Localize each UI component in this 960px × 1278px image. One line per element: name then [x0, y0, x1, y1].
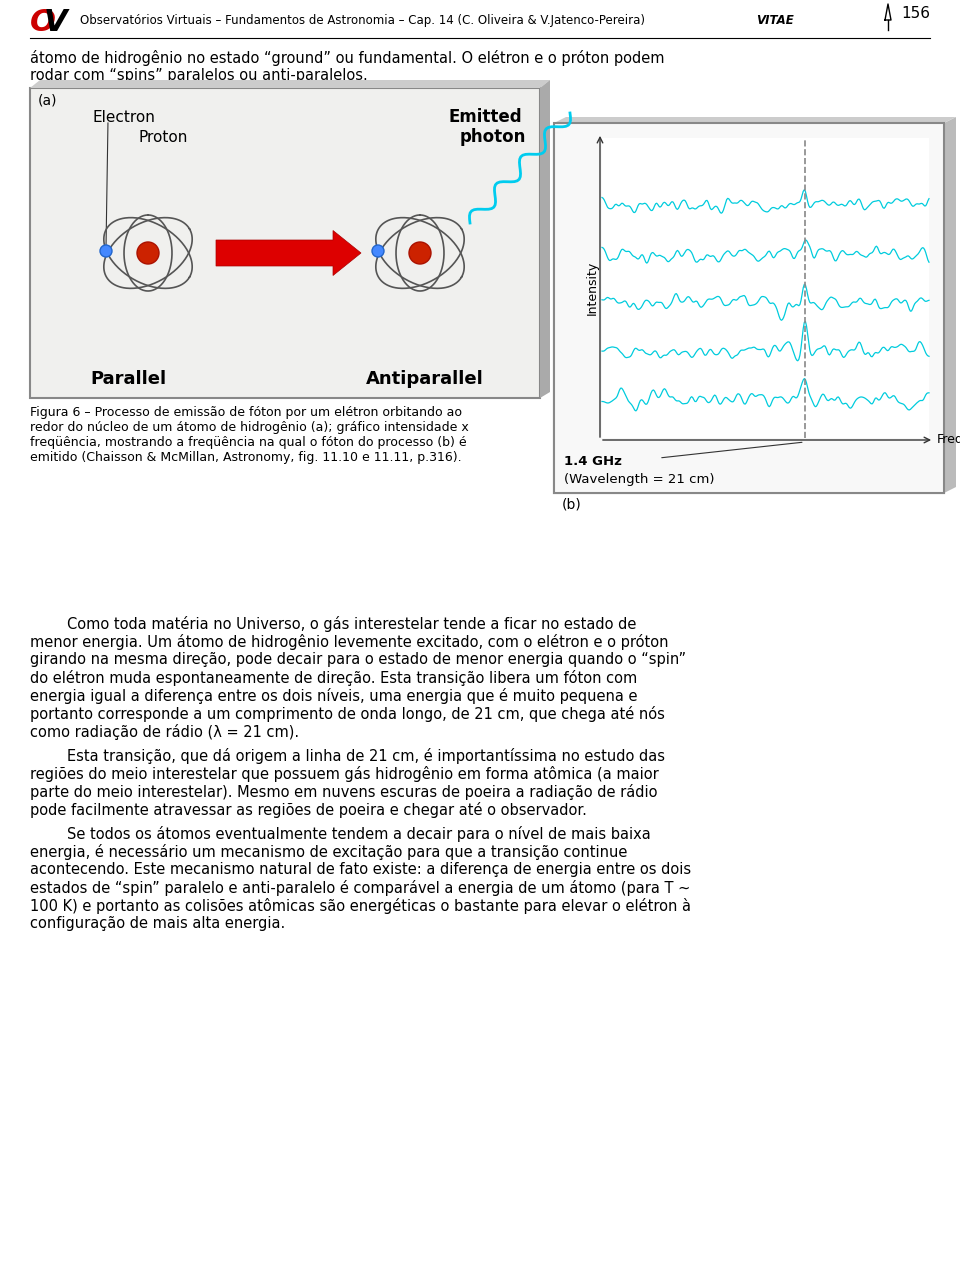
Polygon shape [540, 81, 550, 397]
Circle shape [100, 245, 112, 257]
Text: O: O [30, 8, 56, 37]
Circle shape [372, 245, 384, 257]
Text: emitido (Chaisson & McMillan, Astronomy, fig. 11.10 e 11.11, p.316).: emitido (Chaisson & McMillan, Astronomy,… [30, 451, 462, 464]
Text: átomo de hidrogênio no estado “ground” ou fundamental. O elétron e o próton pode: átomo de hidrogênio no estado “ground” o… [30, 50, 664, 66]
Text: VITAE: VITAE [756, 14, 794, 27]
Text: freqüência, mostrando a freqüência na qual o fóton do processo (b) é: freqüência, mostrando a freqüência na qu… [30, 436, 467, 449]
FancyArrow shape [216, 230, 361, 276]
Text: Antiparallel: Antiparallel [366, 371, 484, 389]
Text: do elétron muda espontaneamente de direção. Esta transição libera um fóton com: do elétron muda espontaneamente de direç… [30, 670, 637, 686]
Text: parte do meio interestelar). Mesmo em nuvens escuras de poeira a radiação de rád: parte do meio interestelar). Mesmo em nu… [30, 783, 658, 800]
Text: 100 K) e portanto as colisões atômicas são energéticas o bastante para elevar o : 100 K) e portanto as colisões atômicas s… [30, 898, 691, 914]
Text: 1.4 GHz: 1.4 GHz [564, 455, 622, 468]
Text: configuração de mais alta energia.: configuração de mais alta energia. [30, 916, 285, 930]
Text: rodar com “spins” paralelos ou anti-paralelos.: rodar com “spins” paralelos ou anti-para… [30, 68, 368, 83]
Polygon shape [554, 118, 956, 123]
Text: Observatórios Virtuais – Fundamentos de Astronomia – Cap. 14 (C. Oliveira & V.Ja: Observatórios Virtuais – Fundamentos de … [80, 14, 645, 27]
Text: menor energia. Um átomo de hidrogênio levemente excitado, com o elétron e o prót: menor energia. Um átomo de hidrogênio le… [30, 634, 668, 651]
Text: (Wavelength = 21 cm): (Wavelength = 21 cm) [564, 473, 714, 486]
Text: energia igual a diferença entre os dois níveis, uma energia que é muito pequena : energia igual a diferença entre os dois … [30, 688, 637, 704]
Text: energia, é necessário um mecanismo de excitação para que a transição continue: energia, é necessário um mecanismo de ex… [30, 843, 628, 860]
Bar [30, 88, 540, 397]
Text: redor do núcleo de um átomo de hidrogênio (a); gráfico intensidade x: redor do núcleo de um átomo de hidrogêni… [30, 420, 468, 435]
Text: photon: photon [460, 128, 526, 146]
Text: Frequency: Frequency [937, 433, 960, 446]
Text: portanto corresponde a um comprimento de onda longo, de 21 cm, que chega até nós: portanto corresponde a um comprimento de… [30, 705, 665, 722]
Text: 156: 156 [901, 6, 930, 20]
Text: Se todos os átomos eventualmente tendem a decair para o nível de mais baixa: Se todos os átomos eventualmente tendem … [30, 826, 651, 842]
Text: Parallel: Parallel [90, 371, 166, 389]
Polygon shape [30, 81, 550, 88]
Text: Electron: Electron [93, 110, 156, 125]
Circle shape [409, 242, 431, 265]
Text: girando na mesma direção, pode decair para o estado de menor energia quando o “s: girando na mesma direção, pode decair pa… [30, 652, 686, 667]
Text: acontecendo. Este mecanismo natural de fato existe: a diferença de energia entre: acontecendo. Este mecanismo natural de f… [30, 861, 691, 877]
Text: pode facilmente atravessar as regiões de poeira e chegar até o observador.: pode facilmente atravessar as regiões de… [30, 803, 587, 818]
Text: Figura 6 – Processo de emissão de fóton por um elétron orbitando ao: Figura 6 – Processo de emissão de fóton … [30, 406, 462, 419]
Circle shape [137, 242, 159, 265]
Text: Esta transição, que dá origem a linha de 21 cm, é importantíssima no estudo das: Esta transição, que dá origem a linha de… [30, 748, 665, 764]
Text: (b): (b) [562, 498, 582, 512]
Bar [554, 123, 944, 493]
Text: estados de “spin” paralelo e anti-paralelo é comparável a energia de um átomo (p: estados de “spin” paralelo e anti-parale… [30, 881, 690, 896]
Text: V: V [44, 8, 67, 37]
Text: como radiação de rádio (λ = 21 cm).: como radiação de rádio (λ = 21 cm). [30, 725, 300, 740]
Bar [602, 138, 929, 438]
Polygon shape [944, 118, 956, 493]
Bar [554, 128, 944, 493]
Text: (a): (a) [38, 93, 58, 107]
Text: Proton: Proton [138, 130, 187, 144]
Text: Emitted: Emitted [448, 109, 521, 127]
Text: regiões do meio interestelar que possuem gás hidrogênio em forma atômica (a maio: regiões do meio interestelar que possuem… [30, 766, 659, 782]
Text: Como toda matéria no Universo, o gás interestelar tende a ficar no estado de: Como toda matéria no Universo, o gás int… [30, 616, 636, 633]
Text: Intensity: Intensity [586, 261, 598, 316]
